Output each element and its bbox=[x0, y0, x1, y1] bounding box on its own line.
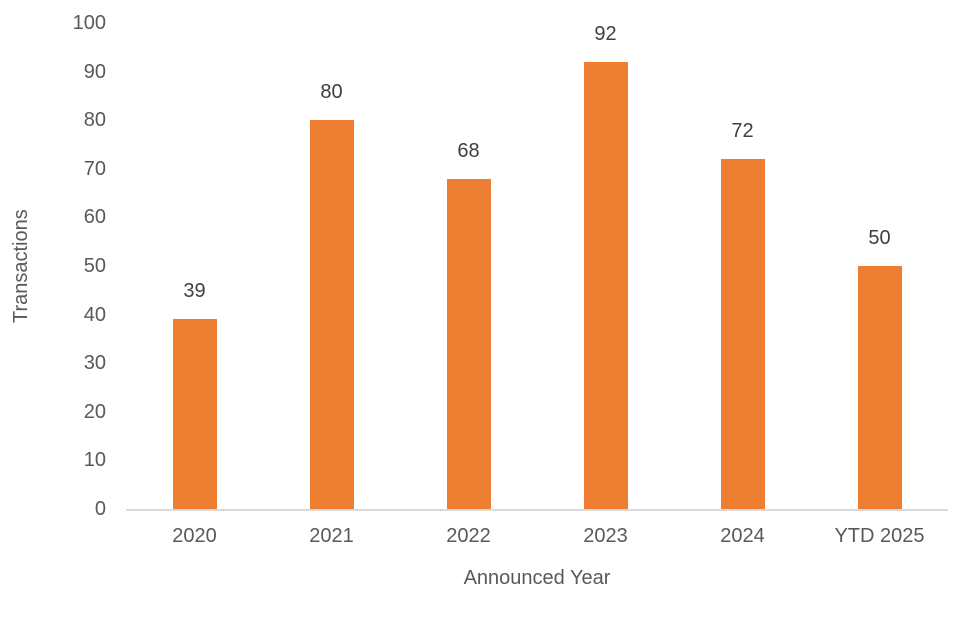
bar-2023 bbox=[583, 61, 628, 509]
x-tick-2023: 2023 bbox=[583, 525, 628, 547]
data-label-2022: 68 bbox=[457, 139, 480, 162]
bar-2020 bbox=[172, 319, 217, 509]
data-label-2020: 39 bbox=[183, 280, 206, 303]
x-tick-2020: 2020 bbox=[172, 525, 217, 547]
x-tick-2022: 2022 bbox=[446, 525, 491, 547]
y-tick-10: 10 bbox=[83, 449, 106, 472]
y-tick-30: 30 bbox=[83, 352, 106, 375]
data-label-YTD 2025: 50 bbox=[868, 227, 891, 249]
y-tick-80: 80 bbox=[83, 109, 106, 132]
y-tick-100: 100 bbox=[72, 12, 106, 34]
y-tick-20: 20 bbox=[83, 400, 106, 423]
y-axis-tick-labels: 0 10 20 30 40 50 60 70 80 90 100 bbox=[0, 12, 106, 520]
bar-YTD 2025 bbox=[857, 266, 902, 509]
x-axis-title: Announced Year bbox=[463, 567, 611, 589]
y-tick-60: 60 bbox=[83, 206, 106, 229]
y-tick-90: 90 bbox=[83, 60, 106, 83]
bar-2021 bbox=[309, 120, 354, 509]
y-tick-50: 50 bbox=[83, 255, 106, 277]
x-tick-YTD 2025: YTD 2025 bbox=[834, 525, 925, 547]
y-tick-70: 70 bbox=[83, 157, 106, 180]
plot-area: 39 80 68 92 72 50 bbox=[126, 23, 948, 511]
bar-2022 bbox=[446, 178, 491, 509]
data-label-2021: 80 bbox=[320, 81, 343, 104]
bar-2024 bbox=[720, 159, 765, 509]
y-tick-40: 40 bbox=[83, 303, 106, 326]
x-tick-2021: 2021 bbox=[309, 525, 354, 547]
y-tick-0: 0 bbox=[94, 498, 106, 520]
data-label-2023: 92 bbox=[594, 22, 617, 45]
data-label-2024: 72 bbox=[731, 120, 754, 143]
x-axis-tick-labels: 2020 2021 2022 2023 2024 YTD 2025 bbox=[126, 524, 948, 550]
x-tick-2024: 2024 bbox=[720, 525, 765, 547]
